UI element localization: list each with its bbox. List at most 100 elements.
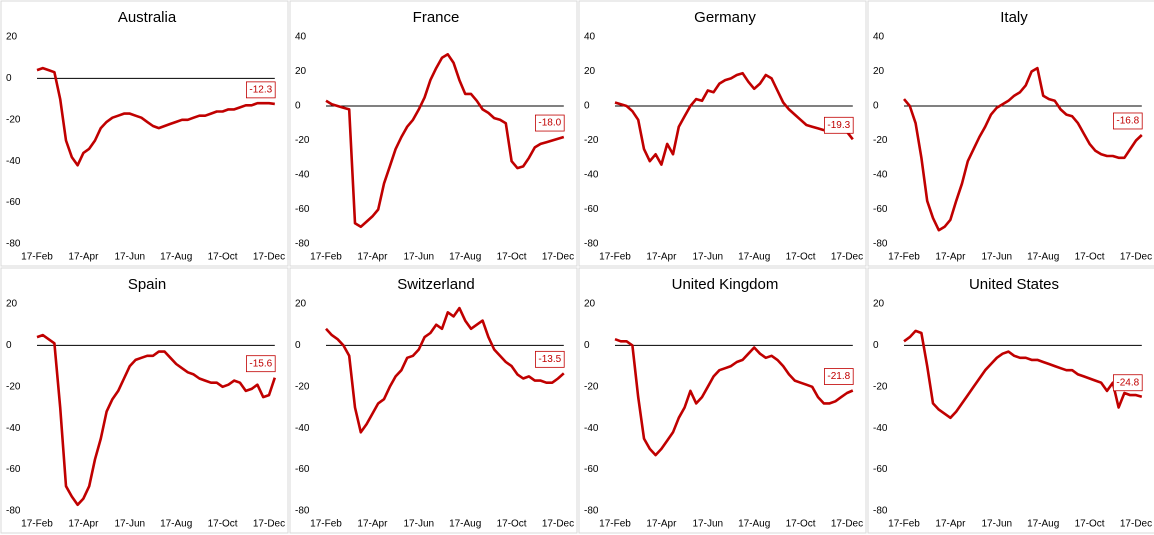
x-tick-label: 17-Apr bbox=[935, 519, 966, 530]
y-tick-label: -60 bbox=[584, 464, 599, 475]
x-tick-label: 17-Aug bbox=[160, 252, 192, 263]
x-tick-label: 17-Feb bbox=[21, 519, 53, 530]
y-tick-label: -40 bbox=[295, 423, 310, 434]
panel-border bbox=[578, 0, 867, 267]
x-tick-label: 17-Jun bbox=[693, 519, 724, 530]
y-tick-label: -60 bbox=[873, 204, 888, 215]
value-label: -13.5 bbox=[538, 354, 561, 365]
y-tick-label: -60 bbox=[295, 204, 310, 215]
x-tick-label: 17-Apr bbox=[935, 252, 966, 263]
x-tick-label: 17-Feb bbox=[310, 252, 342, 263]
x-tick-label: 17-Aug bbox=[738, 519, 770, 530]
x-tick-label: 17-Dec bbox=[1120, 252, 1152, 263]
y-tick-label: 20 bbox=[873, 299, 885, 310]
value-label: -18.0 bbox=[538, 118, 561, 129]
x-tick-label: 17-Dec bbox=[831, 519, 863, 530]
x-tick-label: 17-Aug bbox=[449, 519, 481, 530]
value-label: -12.3 bbox=[249, 85, 272, 96]
x-tick-label: 17-Jun bbox=[693, 252, 724, 263]
x-tick-label: 17-Oct bbox=[497, 519, 527, 530]
y-tick-label: -80 bbox=[6, 239, 21, 250]
x-tick-label: 17-Dec bbox=[542, 519, 574, 530]
y-tick-label: 20 bbox=[873, 66, 885, 77]
x-tick-label: 17-Jun bbox=[404, 519, 435, 530]
y-tick-label: -20 bbox=[6, 381, 21, 392]
x-tick-label: 17-Apr bbox=[68, 252, 99, 263]
x-tick-label: 17-Feb bbox=[310, 519, 342, 530]
y-tick-label: 20 bbox=[6, 32, 18, 43]
y-tick-label: -80 bbox=[295, 506, 310, 517]
value-label: -19.3 bbox=[827, 120, 850, 131]
y-tick-label: -20 bbox=[6, 114, 21, 125]
y-tick-label: -40 bbox=[584, 423, 599, 434]
y-tick-label: 0 bbox=[584, 340, 590, 351]
x-tick-label: 17-Jun bbox=[982, 252, 1013, 263]
data-line bbox=[36, 333, 277, 507]
data-line bbox=[614, 337, 854, 457]
chart-title: Italy bbox=[1000, 9, 1028, 26]
x-tick-label: 17-Feb bbox=[888, 519, 920, 530]
x-tick-label: 17-Dec bbox=[542, 252, 574, 263]
chart-title: United States bbox=[969, 276, 1059, 293]
value-label: -24.8 bbox=[1116, 377, 1139, 388]
y-tick-label: -20 bbox=[873, 135, 888, 146]
x-tick-label: 17-Apr bbox=[357, 252, 388, 263]
x-tick-label: 17-Feb bbox=[21, 252, 53, 263]
y-tick-label: -80 bbox=[873, 239, 888, 250]
data-line bbox=[325, 53, 565, 229]
y-tick-label: 0 bbox=[6, 73, 12, 84]
x-tick-label: 17-Aug bbox=[160, 519, 192, 530]
y-tick-label: -60 bbox=[6, 197, 21, 208]
y-tick-label: 0 bbox=[295, 101, 301, 112]
x-tick-label: 17-Dec bbox=[253, 252, 285, 263]
y-tick-label: -60 bbox=[584, 204, 599, 215]
chart-title: Australia bbox=[118, 9, 177, 26]
y-tick-label: -40 bbox=[584, 170, 599, 181]
x-tick-label: 17-Apr bbox=[357, 519, 388, 530]
x-tick-label: 17-Oct bbox=[786, 519, 816, 530]
y-tick-label: -60 bbox=[873, 464, 888, 475]
y-tick-label: -40 bbox=[295, 170, 310, 181]
panel-border bbox=[867, 267, 1154, 534]
x-tick-label: 17-Jun bbox=[404, 252, 435, 263]
y-tick-label: 40 bbox=[584, 32, 596, 43]
data-line bbox=[36, 66, 275, 167]
x-tick-label: 17-Aug bbox=[1027, 252, 1059, 263]
panel-border bbox=[0, 0, 289, 267]
x-tick-label: 17-Apr bbox=[68, 519, 99, 530]
value-label-box bbox=[824, 116, 854, 134]
chart-title: Spain bbox=[128, 276, 166, 293]
value-label-box bbox=[535, 114, 565, 132]
y-tick-label: 0 bbox=[873, 101, 879, 112]
y-tick-label: 0 bbox=[295, 340, 301, 351]
x-tick-label: 17-Feb bbox=[599, 252, 631, 263]
data-line bbox=[903, 329, 1143, 420]
value-label-box bbox=[1113, 112, 1143, 130]
data-line bbox=[903, 66, 1143, 232]
x-tick-label: 17-Jun bbox=[115, 252, 146, 263]
chart-title: Germany bbox=[694, 9, 756, 26]
value-label-box bbox=[1113, 374, 1143, 392]
panel-border bbox=[867, 0, 1154, 267]
data-line bbox=[614, 71, 854, 166]
y-tick-label: 0 bbox=[873, 340, 879, 351]
value-label: -16.8 bbox=[1116, 116, 1139, 127]
x-tick-label: 17-Oct bbox=[1075, 252, 1105, 263]
chart-title: France bbox=[413, 9, 460, 26]
y-tick-label: -40 bbox=[873, 423, 888, 434]
y-tick-label: -40 bbox=[873, 170, 888, 181]
y-tick-label: -60 bbox=[6, 464, 21, 475]
y-tick-label: -60 bbox=[295, 464, 310, 475]
y-tick-label: 20 bbox=[295, 299, 307, 310]
x-tick-label: 17-Feb bbox=[888, 252, 920, 263]
y-tick-label: -20 bbox=[584, 135, 599, 146]
y-tick-label: -20 bbox=[584, 381, 599, 392]
x-tick-label: 17-Dec bbox=[831, 252, 863, 263]
y-tick-label: -80 bbox=[584, 506, 599, 517]
y-tick-label: 20 bbox=[584, 66, 596, 77]
